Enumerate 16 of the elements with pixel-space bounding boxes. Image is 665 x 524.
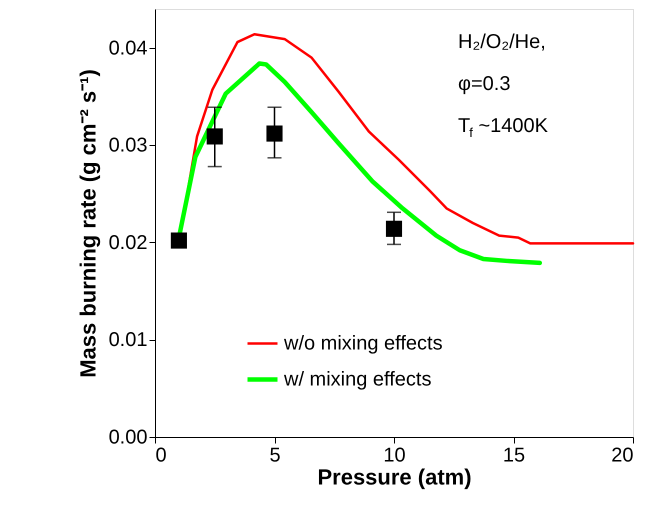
legend-label: w/ mixing effects xyxy=(283,368,432,390)
x-tick-label: 20 xyxy=(611,444,634,466)
x-tick-label: 0 xyxy=(156,444,167,466)
y-tick-label: 0.03 xyxy=(108,134,148,157)
y-tick-label: 0.02 xyxy=(108,232,148,254)
y-tick-label: 0.01 xyxy=(108,329,148,352)
y-axis-title: Mass burning rate (g cm⁻² s⁻¹) xyxy=(76,69,101,378)
x-tick-label: 15 xyxy=(502,444,526,466)
annotation: H₂/O₂/He, xyxy=(458,31,546,53)
x-tick-label: 10 xyxy=(383,444,406,466)
x-axis-title: Pressure (atm) xyxy=(317,464,472,490)
y-tick-label: 0.00 xyxy=(108,426,148,448)
x-tick-label: 5 xyxy=(269,444,281,466)
annotation: φ=0.3 xyxy=(458,73,510,95)
y-tick-label: 0.04 xyxy=(108,37,148,60)
legend-label: w/o mixing effects xyxy=(283,332,443,354)
